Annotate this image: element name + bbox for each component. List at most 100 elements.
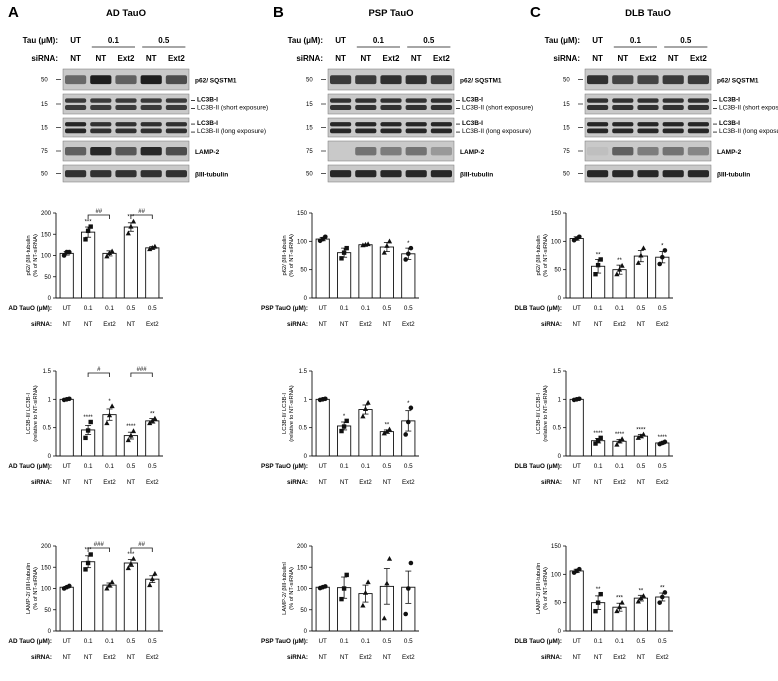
data-point	[595, 262, 601, 268]
blot-1: 50 p62/ SQSTM1	[563, 68, 759, 91]
data-point	[381, 249, 387, 255]
data-point	[616, 266, 623, 272]
band-label: LC3B-II (long exposure)	[462, 128, 531, 135]
y-tick-label: 1	[304, 397, 308, 403]
x-category-dose: 0.1	[615, 638, 624, 645]
blot-band	[90, 147, 112, 156]
x-category-sirna: NT	[594, 321, 603, 328]
data-point	[595, 438, 601, 443]
tau-value: 0.1	[630, 36, 642, 45]
x-row1-label: PSP TauO (μM):	[261, 305, 308, 312]
x-category-sirna: NT	[594, 654, 603, 661]
data-point	[323, 396, 328, 402]
data-point	[381, 615, 387, 621]
data-point	[323, 234, 328, 240]
significance-stars: **	[150, 412, 155, 418]
x-category-sirna: NT	[637, 321, 646, 328]
data-point	[640, 245, 647, 251]
x-category-sirna: NT	[318, 321, 327, 328]
data-point	[360, 602, 366, 608]
blot-band	[380, 147, 402, 156]
significance-stars: *	[343, 414, 346, 420]
data-point	[360, 413, 366, 419]
x-category-sirna: NT	[383, 479, 392, 486]
y-axis-label-line: (% of NT-siRNA)	[289, 567, 295, 610]
blot-band	[90, 170, 112, 178]
data-point	[635, 435, 641, 440]
y-axis-label-line: p62/ βIII-tubulin	[26, 235, 32, 275]
blot-band	[165, 105, 187, 110]
x-category-sirna: Ext2	[359, 654, 372, 661]
blot-band	[405, 105, 427, 110]
y-tick-label: 0	[48, 629, 52, 635]
significance-stars: ****	[593, 431, 603, 437]
blot-band	[687, 75, 709, 85]
x-category-dose: 0.5	[404, 463, 413, 470]
data-point	[662, 590, 668, 595]
x-row1-label: DLB TauO (μM):	[515, 463, 562, 470]
data-point	[125, 565, 131, 571]
data-point	[640, 431, 647, 437]
y-tick-label: 1.5	[299, 369, 308, 375]
chart-a-2: 0 0.5 1 1.5 LC3B-II/ LC3B-I(relative to NT-s…	[8, 367, 163, 486]
x-category-sirna: Ext2	[402, 321, 415, 328]
chart-a-3: 0 50 100 150 200 LAMP-2/ βIII-tubulin(% of NT…	[8, 542, 163, 661]
significance-stars: **	[660, 585, 665, 591]
data-point	[109, 403, 115, 409]
significance-stars: **	[617, 258, 622, 264]
blot-band	[165, 147, 187, 156]
x-category-sirna: NT	[62, 654, 71, 661]
blot-band	[140, 122, 162, 127]
y-axis-label-line: p62/ βIII-tubulin	[282, 235, 288, 275]
sirna-value: NT	[668, 54, 679, 63]
y-tick-label: 1	[48, 397, 52, 403]
blot-band	[612, 128, 634, 134]
significance-stars: ****	[615, 432, 625, 438]
molecular-weight: 75	[563, 149, 570, 155]
blot-band	[355, 147, 377, 156]
blot-strip	[584, 117, 712, 138]
data-point	[408, 405, 414, 411]
x-category-sirna: NT	[340, 479, 349, 486]
sirna-value: NT	[335, 54, 346, 63]
blot-band	[65, 75, 87, 85]
blot-band	[687, 105, 709, 110]
comparison-label: ##	[138, 209, 145, 215]
comparison-bracket	[130, 372, 153, 377]
band-label: p62/ SQSTM1	[195, 78, 237, 85]
y-axis-label: p62/ βIII-tubulin(% of NT-siRNA)	[26, 234, 39, 277]
band-label: βIII-tubulin	[460, 172, 493, 179]
bar	[315, 238, 330, 299]
bar	[358, 244, 373, 299]
data-point	[83, 435, 88, 441]
blot-band	[637, 128, 659, 134]
blot-band	[662, 128, 684, 134]
blot-band	[587, 98, 609, 103]
blot-band	[405, 122, 427, 127]
y-tick-label: 200	[41, 544, 52, 550]
data-point	[341, 586, 347, 591]
molecular-weight: 15	[41, 126, 48, 132]
data-point	[130, 555, 137, 561]
data-point	[638, 252, 644, 258]
band-label: LC3B-II (short exposure)	[197, 105, 268, 112]
tau-value: 0.1	[108, 36, 120, 45]
data-point	[85, 560, 91, 566]
sirna-value: NT	[411, 54, 422, 63]
x-category-dose: 0.1	[594, 638, 603, 645]
blot-band	[330, 128, 352, 134]
data-point	[638, 595, 644, 601]
y-tick-label: 50	[554, 601, 561, 607]
blot-4: 75 LAMP-2	[41, 140, 220, 162]
data-point	[88, 224, 93, 229]
data-point	[406, 586, 411, 591]
data-point	[341, 250, 347, 255]
x-category-sirna: NT	[127, 479, 136, 486]
x-category-dose: 0.1	[105, 463, 114, 470]
y-axis-label-line: (% of NT-siRNA)	[289, 234, 295, 277]
bar	[123, 562, 138, 632]
blot-band	[140, 128, 162, 134]
